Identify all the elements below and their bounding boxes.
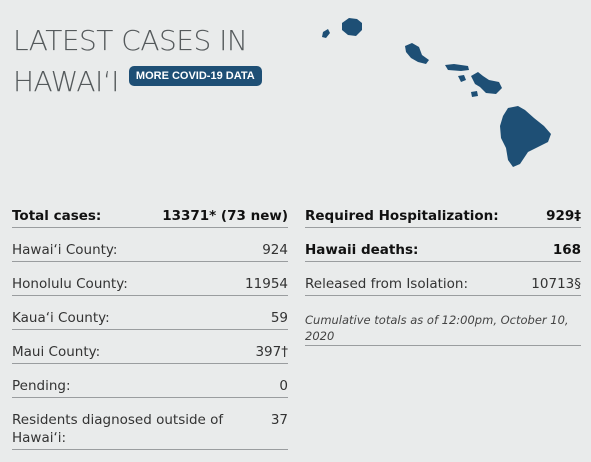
stat-value: 59 — [270, 310, 288, 326]
stat-value: 924 — [262, 242, 288, 258]
niihau-island — [322, 29, 330, 38]
stat-value: 13371* (73 new) — [162, 208, 288, 224]
stat-row-deaths: Hawaii deaths: 168 — [305, 239, 581, 262]
stat-value: 0 — [279, 378, 288, 394]
stat-row-total-cases: Total cases: 13371* (73 new) — [12, 205, 288, 228]
page-title: LATEST CASES IN HAWAI‘I MORE COVID-19 DAT… — [13, 20, 303, 102]
stat-value: 10713§ — [531, 276, 581, 292]
stat-value: 168 — [552, 242, 581, 258]
lanai-island — [458, 75, 466, 82]
maui-island — [471, 72, 502, 94]
stat-label: Residents diagnosed outside of Hawai‘i: — [12, 412, 224, 446]
stat-label: Maui County: — [12, 344, 101, 360]
stat-row-maui-county: Maui County: 397† — [12, 341, 288, 364]
title-line-1: LATEST CASES IN — [13, 24, 248, 57]
stat-row-honolulu-county: Honolulu County: 11954 — [12, 273, 288, 296]
stat-value: 397† — [255, 344, 288, 360]
more-covid-data-button[interactable]: MORE COVID-19 DATA — [128, 66, 262, 86]
stat-row-outside-hawaii: Residents diagnosed outside of Hawai‘i: … — [12, 409, 288, 450]
stat-label: Pending: — [12, 378, 71, 394]
big-island — [500, 106, 551, 167]
stat-label: Total cases: — [12, 208, 102, 224]
oahu-island — [405, 43, 429, 64]
stat-label: Hawai‘i County: — [12, 242, 118, 258]
kahoolawe-island — [471, 91, 478, 97]
hawaii-islands-map-icon — [322, 18, 551, 167]
title-line-2: HAWAI‘I — [13, 65, 119, 98]
stat-value: 929‡ — [546, 208, 581, 224]
stat-row-pending: Pending: 0 — [12, 375, 288, 398]
cumulative-note: Cumulative totals as of 12:00pm, October… — [305, 312, 581, 346]
stat-row-hawaii-county: Hawai‘i County: 924 — [12, 239, 288, 262]
stat-label: Required Hospitalization: — [305, 208, 499, 224]
molokai-island — [445, 64, 469, 71]
stat-row-kauai-county: Kaua‘i County: 59 — [12, 307, 288, 330]
kauai-island — [342, 18, 362, 36]
stat-row-hospitalization: Required Hospitalization: 929‡ — [305, 205, 581, 228]
stat-label: Released from Isolation: — [305, 276, 469, 292]
stat-value: 37 — [270, 412, 288, 428]
summary-stats-column: Required Hospitalization: 929‡ Hawaii de… — [305, 205, 581, 346]
stat-label: Hawaii deaths: — [305, 242, 419, 258]
stat-value: 11954 — [245, 276, 288, 292]
stat-label: Kaua‘i County: — [12, 310, 110, 326]
stat-row-released: Released from Isolation: 10713§ — [305, 273, 581, 296]
stat-label: Honolulu County: — [12, 276, 128, 292]
county-stats-column: Total cases: 13371* (73 new) Hawai‘i Cou… — [12, 205, 288, 450]
